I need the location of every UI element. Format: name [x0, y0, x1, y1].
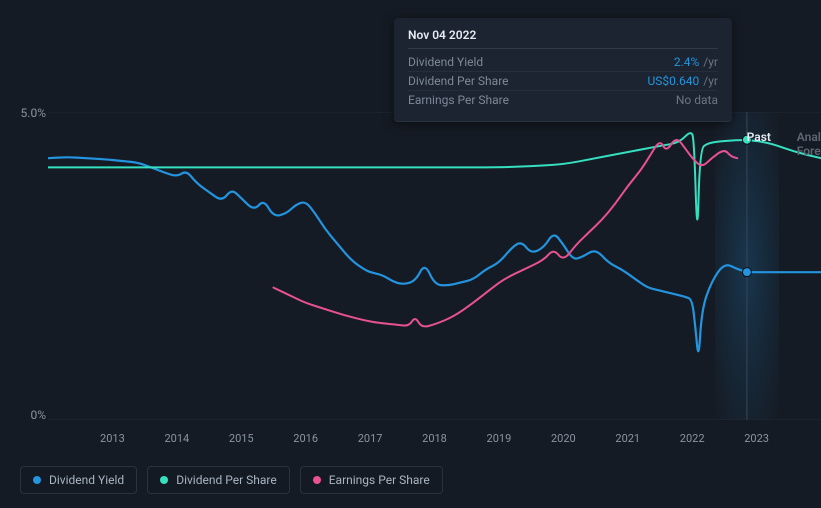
legend-item[interactable]: Dividend Per Share: [147, 466, 290, 494]
tooltip-row-label: Earnings Per Share: [408, 93, 676, 107]
legend-label: Dividend Yield: [49, 473, 124, 487]
y-tick-top: 5.0%: [18, 106, 46, 120]
y-tick-bottom: 0%: [18, 408, 46, 422]
plot-area[interactable]: [48, 112, 821, 420]
dividend-chart: 5.0% 0% 2013 2014 2015 2016 2017 2018 2019 2020…: [0, 0, 821, 508]
tooltip-row-label: Dividend Yield: [408, 55, 674, 69]
tooltip-row: Dividend Per ShareUS$0.640/yr: [408, 72, 718, 91]
x-tick: 2017: [358, 432, 383, 445]
tooltip-row-value: 2.4%: [674, 55, 699, 69]
x-tick: 2018: [422, 432, 447, 445]
past-marker-label: Past: [747, 130, 771, 144]
legend-dot-icon: [313, 476, 321, 484]
legend-label: Earnings Per Share: [329, 473, 430, 487]
legend-label: Dividend Per Share: [176, 473, 277, 487]
x-tick: 2014: [164, 432, 189, 445]
legend-item[interactable]: Dividend Yield: [20, 466, 137, 494]
tooltip-row: Dividend Yield2.4% /yr: [408, 53, 718, 72]
hover-tooltip: Nov 04 2022 Dividend Yield2.4%/yrDividen…: [394, 18, 732, 122]
x-tick: 2020: [551, 432, 576, 445]
x-tick: 2019: [487, 432, 512, 445]
tooltip-row-value: US$0.640: [648, 74, 700, 88]
legend: Dividend Yield Dividend Per Share Earnings…: [20, 466, 443, 494]
legend-dot-icon: [33, 476, 41, 484]
tooltip-row-unit: /yr: [703, 55, 718, 69]
legend-dot-icon: [160, 476, 168, 484]
x-tick: 2021: [615, 432, 640, 445]
x-tick: 2013: [100, 432, 125, 445]
x-tick: 2023: [744, 432, 769, 445]
legend-item[interactable]: Earnings Per Share: [300, 466, 443, 494]
x-tick: 2022: [680, 432, 705, 445]
tooltip-row-unit: /yr: [703, 74, 718, 88]
forecast-marker-label: Analysts Fore: [797, 130, 821, 158]
x-tick: 2015: [229, 432, 254, 445]
tooltip-row: Earnings Per ShareNo data: [408, 91, 718, 109]
tooltip-row-nodata: No data: [676, 93, 718, 107]
tooltip-row-label: Dividend Per Share: [408, 74, 648, 88]
x-tick: 2016: [293, 432, 318, 445]
tooltip-date: Nov 04 2022: [408, 28, 718, 49]
